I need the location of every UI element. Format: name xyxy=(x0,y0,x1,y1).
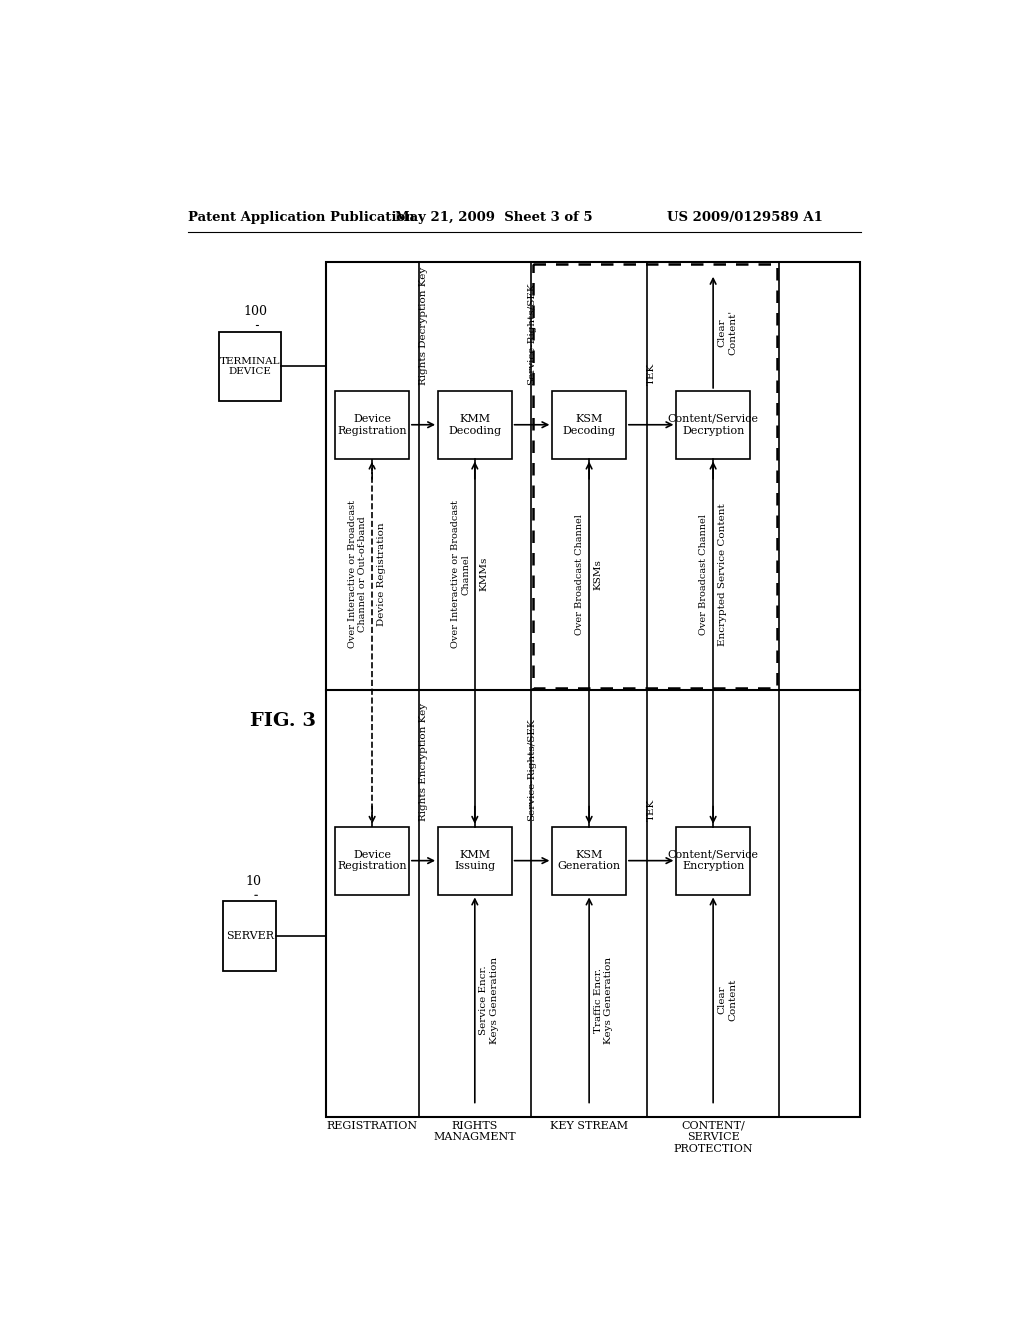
Text: 100: 100 xyxy=(244,305,267,318)
Bar xyxy=(335,391,409,458)
Text: Device
Registration: Device Registration xyxy=(337,850,407,871)
Bar xyxy=(438,826,512,895)
Text: May 21, 2009  Sheet 3 of 5: May 21, 2009 Sheet 3 of 5 xyxy=(395,211,593,224)
Text: Clear
Content': Clear Content' xyxy=(718,310,737,355)
Bar xyxy=(335,826,409,895)
Text: TEK: TEK xyxy=(646,363,655,384)
Text: KMM
Issuing: KMM Issuing xyxy=(455,850,496,871)
Text: REGISTRATION: REGISTRATION xyxy=(327,1121,418,1131)
Text: Traffic Encr.
Keys Generation: Traffic Encr. Keys Generation xyxy=(594,957,613,1044)
Text: Over Broadcast Channel: Over Broadcast Channel xyxy=(575,513,585,635)
Text: Patent Application Publication: Patent Application Publication xyxy=(188,211,415,224)
Text: Over Interactive or Broadcast
Channel or Out-of-band: Over Interactive or Broadcast Channel or… xyxy=(348,500,368,648)
Text: Rights Decryption Key: Rights Decryption Key xyxy=(419,267,428,384)
Text: KSM
Generation: KSM Generation xyxy=(557,850,621,871)
Text: TEK: TEK xyxy=(646,799,655,821)
Text: KMM
Decoding: KMM Decoding xyxy=(449,414,502,436)
Bar xyxy=(326,263,860,1117)
Text: TERMINAL
DEVICE: TERMINAL DEVICE xyxy=(219,356,280,376)
Text: Service-Rights/SEK: Service-Rights/SEK xyxy=(527,282,537,384)
Text: KSM
Decoding: KSM Decoding xyxy=(562,414,615,436)
Text: Device Registration: Device Registration xyxy=(377,523,386,626)
Text: Over Interactive or Broadcast
Channel: Over Interactive or Broadcast Channel xyxy=(451,500,470,648)
Text: KEY STREAM: KEY STREAM xyxy=(550,1121,628,1131)
Text: Over Broadcast Channel: Over Broadcast Channel xyxy=(699,513,709,635)
Bar xyxy=(219,331,281,401)
Bar xyxy=(438,391,512,458)
Text: RIGHTS
MANAGMENT: RIGHTS MANAGMENT xyxy=(433,1121,516,1143)
Text: Encrypted Service Content: Encrypted Service Content xyxy=(718,503,727,645)
Text: KMMs: KMMs xyxy=(479,557,488,591)
Text: 10: 10 xyxy=(246,875,262,887)
Text: Device
Registration: Device Registration xyxy=(337,414,407,436)
Bar xyxy=(532,264,777,688)
Text: FIG. 3: FIG. 3 xyxy=(251,711,316,730)
Text: CONTENT/
SERVICE
PROTECTION: CONTENT/ SERVICE PROTECTION xyxy=(674,1121,753,1154)
Bar xyxy=(676,826,750,895)
Text: Clear
Content: Clear Content xyxy=(718,979,737,1022)
Text: Content/Service
Decryption: Content/Service Decryption xyxy=(668,414,759,436)
Bar xyxy=(552,391,626,458)
Text: Service-Rights/SEK: Service-Rights/SEK xyxy=(527,718,537,821)
Text: KSMs: KSMs xyxy=(594,558,603,590)
Text: Rights Encryption Key: Rights Encryption Key xyxy=(419,702,428,821)
Text: US 2009/0129589 A1: US 2009/0129589 A1 xyxy=(667,211,822,224)
Bar xyxy=(552,826,626,895)
Text: SERVER: SERVER xyxy=(225,931,273,941)
Text: Service Encr.
Keys Generation: Service Encr. Keys Generation xyxy=(479,957,499,1044)
Text: Content/Service
Encryption: Content/Service Encryption xyxy=(668,850,759,871)
Bar xyxy=(676,391,750,458)
Bar xyxy=(223,902,276,970)
